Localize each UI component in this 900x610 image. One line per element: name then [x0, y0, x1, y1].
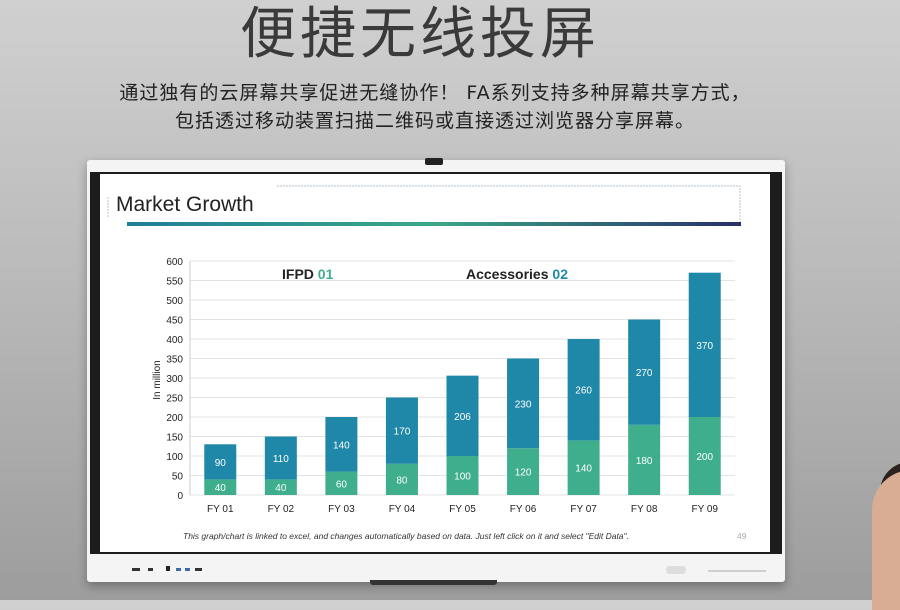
y-tick-label: 100 — [166, 452, 183, 463]
title-underline — [127, 222, 741, 226]
display-toolbar[interactable] — [132, 566, 766, 574]
y-tick-label: 600 — [166, 257, 183, 268]
headline: 便捷无线投屏 — [240, 2, 600, 67]
y-tick-label: 400 — [166, 335, 183, 346]
bar-accessories — [567, 339, 600, 441]
legend-ifpd-tag: 01 — [318, 266, 334, 282]
data-label: 200 — [696, 452, 713, 463]
data-label: 140 — [333, 440, 350, 451]
data-label: 40 — [215, 483, 227, 494]
bar-ifpd — [688, 417, 721, 495]
x-tick-label: FY 04 — [389, 504, 416, 515]
data-label: 270 — [636, 368, 653, 379]
bar-ifpd — [385, 463, 418, 495]
bar-accessories — [507, 358, 540, 449]
y-tick-label: 550 — [166, 277, 183, 288]
y-tick-label: 50 — [172, 472, 184, 483]
x-tick-label: FY 09 — [691, 504, 718, 515]
legend-ifpd-name: IFPD — [282, 266, 314, 282]
x-tick-label: FY 05 — [449, 504, 476, 515]
y-tick-label: 300 — [166, 374, 183, 385]
data-label: 80 — [396, 475, 408, 486]
person — [872, 470, 900, 610]
page-number: 49 — [737, 531, 747, 541]
bar-ifpd — [567, 440, 600, 495]
data-label: 60 — [336, 479, 348, 490]
data-label: 100 — [454, 472, 471, 483]
data-label: 120 — [515, 468, 532, 479]
legend-ifpd: IFPD 01 — [282, 266, 334, 282]
y-tick-label: 500 — [166, 296, 183, 307]
bar-ifpd — [628, 424, 661, 495]
bar-ifpd — [325, 471, 358, 495]
y-tick-label: 350 — [166, 355, 183, 366]
display-stand — [370, 580, 497, 585]
bar-accessories — [628, 319, 661, 425]
data-label: 170 — [394, 427, 411, 438]
bar-accessories — [204, 444, 237, 480]
bar-accessories — [264, 436, 297, 480]
slide-footnote: This graph/chart is linked to excel, and… — [183, 531, 629, 541]
data-label: 230 — [515, 399, 532, 410]
bar-ifpd — [446, 456, 479, 495]
bar-accessories — [325, 417, 358, 472]
bar-accessories — [688, 272, 721, 417]
bar-ifpd — [264, 479, 297, 495]
slide-title: Market Growth — [116, 193, 254, 216]
legend-accessories: Accessories 02 — [466, 266, 568, 282]
x-tick-label: FY 01 — [207, 504, 234, 515]
x-tick-label: FY 02 — [268, 504, 295, 515]
x-tick-label: FY 06 — [510, 504, 537, 515]
x-tick-label: FY 07 — [570, 504, 597, 515]
data-label: 206 — [454, 412, 471, 423]
y-tick-label: 150 — [166, 433, 183, 444]
data-label: 90 — [215, 458, 227, 469]
y-tick-label: 200 — [166, 413, 183, 424]
data-label: 260 — [575, 386, 592, 397]
camera-icon — [425, 158, 443, 165]
x-tick-label: FY 08 — [631, 504, 658, 515]
title-frame — [107, 185, 741, 223]
bar-accessories — [385, 397, 418, 464]
subtitle-line-1: 通过独有的云屏幕共享促进无缝协作！ FA系列支持多种屏幕共享方式， — [119, 82, 751, 104]
data-label: 40 — [275, 483, 287, 494]
legend-accessories-name: Accessories — [466, 266, 549, 282]
bar-ifpd — [507, 448, 540, 495]
y-tick-label: 250 — [166, 394, 183, 405]
y-axis-label: In million — [152, 360, 163, 399]
y-tick-label: 450 — [166, 316, 183, 327]
bar-accessories — [446, 375, 479, 456]
legend-accessories-tag: 02 — [552, 266, 568, 282]
data-label: 110 — [273, 454, 289, 465]
bar-ifpd — [204, 479, 237, 495]
x-tick-label: FY 03 — [328, 504, 355, 515]
data-label: 180 — [636, 456, 653, 467]
subtitle-line-2: 包括透过移动装置扫描二维码或直接透过浏览器分享屏幕。 — [174, 110, 695, 132]
data-label: 370 — [696, 341, 713, 352]
y-tick-label: 0 — [177, 491, 183, 502]
data-label: 140 — [575, 464, 592, 475]
